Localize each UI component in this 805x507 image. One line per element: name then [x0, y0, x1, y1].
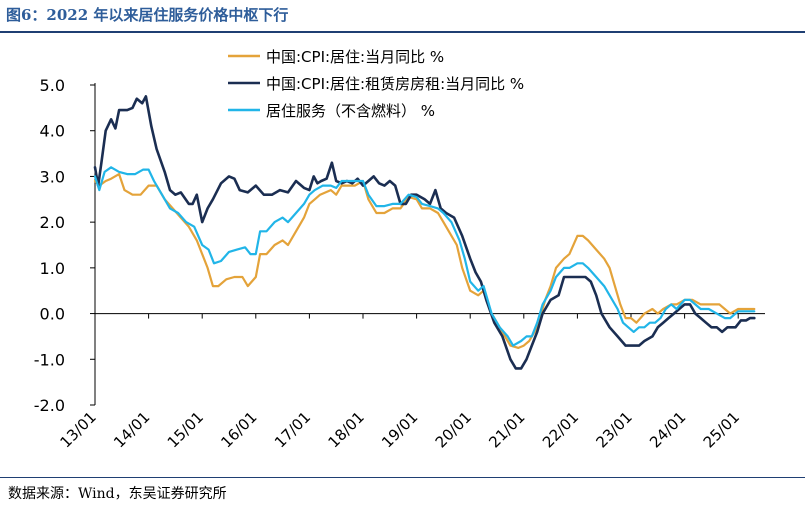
y-tick-label: 4.0: [40, 122, 65, 141]
legend-label-2: 中国:CPI:居住:租赁房房租:当月同比 %: [266, 75, 524, 93]
x-tick-label: 25/01: [700, 408, 743, 451]
x-tick-label: 20/01: [432, 408, 475, 451]
x-tick-label: 15/01: [164, 408, 207, 451]
chart-axes: 5.04.03.02.01.00.0-1.0-2.013/01 14/01 15/0…: [34, 76, 765, 451]
y-tick-label: -1.0: [34, 350, 65, 369]
y-tick-label: 0.0: [40, 305, 65, 324]
chart-legend: 中国:CPI:居住:当月同比 % 中国:CPI:居住:租赁房房租:当月同比 % 居住…: [228, 48, 524, 120]
series-line-3: [93, 166, 756, 347]
source-divider: [0, 477, 805, 478]
title-divider: [0, 31, 805, 33]
y-tick-label: 1.0: [40, 259, 65, 278]
series-line-2: [93, 95, 756, 370]
y-tick-label: -2.0: [34, 396, 65, 415]
y-tick-label: 2.0: [40, 213, 65, 232]
series-line-1: [93, 173, 756, 349]
x-tick-label: 18/01: [325, 408, 368, 451]
x-tick-label: 19/01: [378, 408, 421, 451]
x-tick-label: 17/01: [271, 408, 314, 451]
x-tick-label: 24/01: [646, 408, 689, 451]
x-tick-label: 14/01: [110, 408, 153, 451]
x-tick-label: 22/01: [539, 408, 582, 451]
x-tick-label: 23/01: [593, 408, 636, 451]
series-lines: [93, 95, 756, 370]
legend-label-1: 中国:CPI:居住:当月同比 %: [266, 48, 444, 66]
y-tick-label: 5.0: [40, 76, 65, 95]
legend-label-3: 居住服务（不含燃料） %: [266, 102, 435, 120]
data-source-note: 数据来源：Wind，东吴证券研究所: [8, 486, 227, 502]
figure-title: 图6：2022 年以来居住服务价格中枢下行: [6, 6, 289, 24]
x-tick-label: 21/01: [485, 408, 528, 451]
x-tick-label: 16/01: [217, 408, 260, 451]
y-tick-label: 3.0: [40, 167, 65, 186]
